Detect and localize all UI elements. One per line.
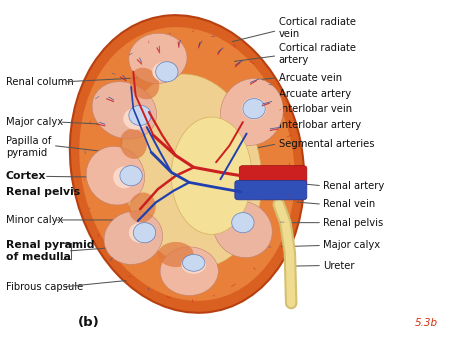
Text: 5.3b: 5.3b	[414, 317, 437, 328]
Text: Fibrous capsule: Fibrous capsule	[6, 282, 83, 292]
Ellipse shape	[242, 98, 266, 120]
Text: (b): (b)	[78, 316, 99, 329]
Ellipse shape	[232, 213, 254, 233]
Text: Renal column: Renal column	[6, 77, 74, 87]
Ellipse shape	[181, 255, 206, 274]
Ellipse shape	[121, 74, 262, 267]
Text: Renal pelvis: Renal pelvis	[6, 187, 80, 197]
Ellipse shape	[243, 99, 265, 119]
FancyBboxPatch shape	[239, 166, 307, 185]
Text: Major calyx: Major calyx	[6, 117, 63, 127]
Ellipse shape	[171, 117, 252, 234]
Ellipse shape	[120, 129, 147, 159]
Ellipse shape	[153, 62, 177, 82]
Ellipse shape	[232, 213, 254, 233]
Ellipse shape	[213, 201, 272, 258]
Ellipse shape	[70, 15, 304, 313]
Ellipse shape	[92, 82, 157, 139]
Text: Minor calyx: Minor calyx	[6, 215, 63, 225]
Text: Cortical radiate
vein: Cortical radiate vein	[279, 17, 356, 39]
Text: Major calyx: Major calyx	[324, 240, 381, 250]
Text: Papilla of
pyramid: Papilla of pyramid	[6, 137, 51, 158]
Ellipse shape	[123, 108, 148, 129]
Ellipse shape	[79, 27, 295, 301]
Text: Segmental arteries: Segmental arteries	[279, 139, 374, 149]
Ellipse shape	[220, 78, 283, 145]
Ellipse shape	[212, 154, 239, 184]
Ellipse shape	[129, 33, 187, 83]
Ellipse shape	[120, 166, 142, 186]
Text: Arcuate artery: Arcuate artery	[279, 89, 351, 99]
Text: Renal pyramid
of medulla: Renal pyramid of medulla	[6, 240, 94, 262]
Text: Ureter: Ureter	[324, 261, 355, 270]
Ellipse shape	[129, 193, 156, 223]
Ellipse shape	[86, 146, 144, 205]
FancyBboxPatch shape	[235, 180, 307, 200]
Ellipse shape	[104, 211, 162, 264]
Ellipse shape	[183, 255, 205, 271]
Ellipse shape	[158, 242, 194, 267]
Text: Interlobar vein: Interlobar vein	[279, 104, 352, 114]
Text: Interlobar artery: Interlobar artery	[279, 120, 361, 130]
Ellipse shape	[156, 62, 178, 82]
Ellipse shape	[129, 223, 151, 243]
Text: Renal artery: Renal artery	[324, 181, 385, 191]
Ellipse shape	[160, 247, 218, 295]
Text: Cortical radiate
artery: Cortical radiate artery	[279, 43, 356, 65]
Ellipse shape	[129, 105, 151, 125]
Text: Cortex: Cortex	[6, 171, 46, 182]
Ellipse shape	[113, 167, 135, 188]
Ellipse shape	[133, 223, 156, 243]
Text: Renal pelvis: Renal pelvis	[324, 218, 384, 227]
Ellipse shape	[130, 68, 159, 99]
Text: Renal vein: Renal vein	[324, 199, 376, 209]
Text: Arcuate vein: Arcuate vein	[279, 73, 342, 83]
